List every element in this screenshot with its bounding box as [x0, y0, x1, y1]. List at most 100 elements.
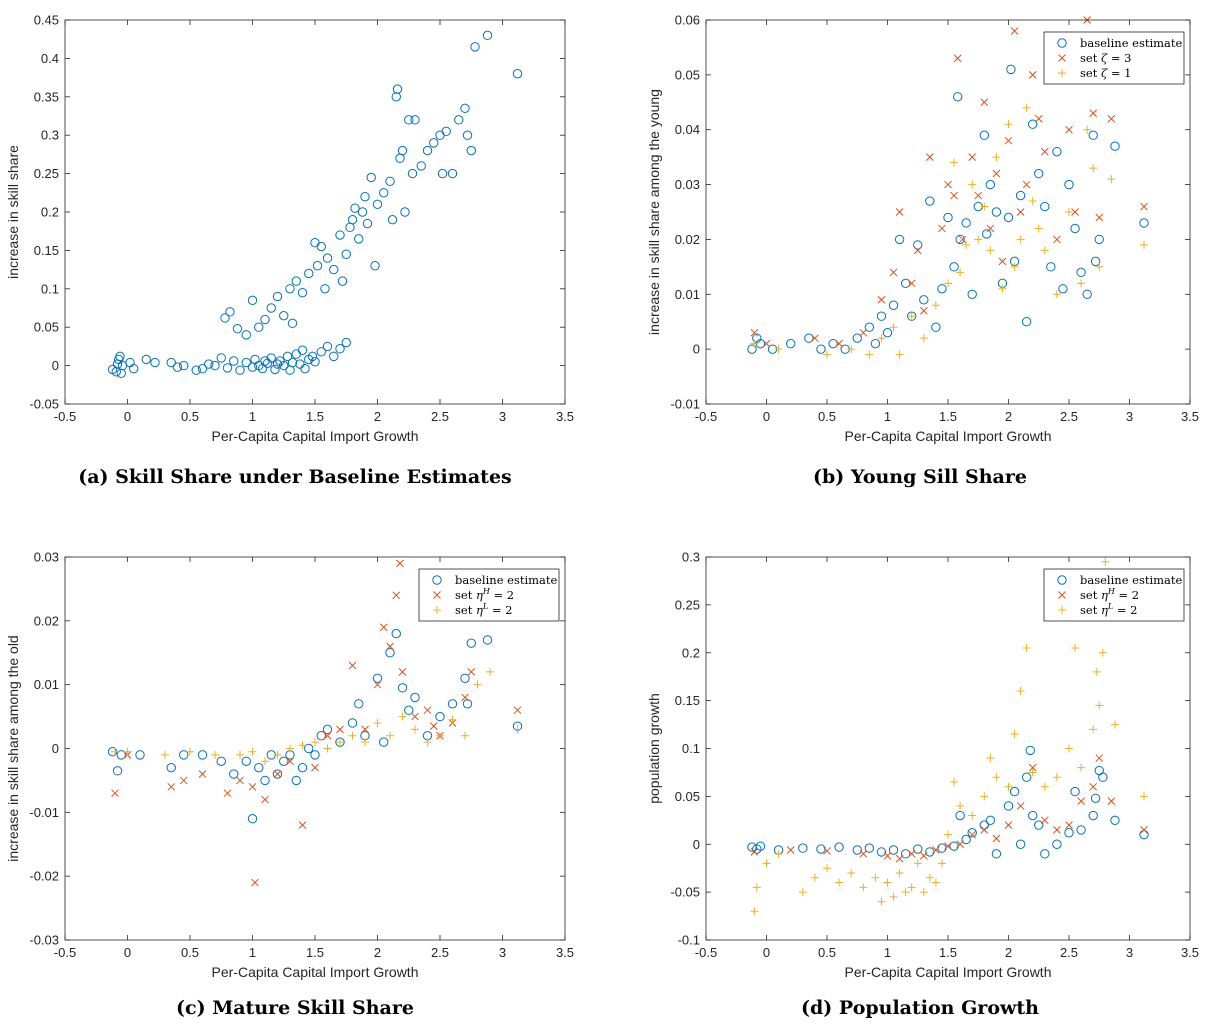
y-tick-label: 0.06 [675, 13, 700, 28]
data-point-series-2 [396, 559, 404, 568]
x-tick-label: -0.5 [54, 409, 76, 424]
data-point-series-2 [298, 821, 307, 829]
data-point-series-3 [907, 883, 916, 892]
data-point-series-1 [247, 295, 258, 306]
data-point-series-3 [1040, 246, 1049, 255]
data-point-series-1 [341, 249, 351, 259]
data-point-series-3 [835, 878, 844, 887]
data-point-series-2 [811, 334, 819, 343]
data-point-series-1 [272, 359, 283, 369]
data-point-series-3 [1052, 290, 1061, 299]
data-point-series-1 [1090, 256, 1101, 267]
data-point-series-2 [1107, 797, 1116, 806]
y-tick-label: -0.05 [670, 885, 700, 900]
data-point-series-1 [404, 705, 414, 715]
data-point-series-2 [1095, 213, 1104, 222]
legend-marker [1057, 575, 1067, 585]
data-point-series-3 [1077, 279, 1086, 288]
data-point-series-1 [270, 364, 280, 375]
plot-d: -0.5 0 0.5 1 1.5 2 2.5 3 3.5 -0.1 -0.05 0 0.05 0.1 0.1… [646, 550, 1199, 981]
data-point-series-1 [335, 230, 345, 240]
data-point-series-1 [482, 635, 493, 645]
data-point-series-3 [950, 158, 959, 167]
data-point-series-1 [961, 834, 971, 845]
data-point-series-1 [1021, 772, 1032, 782]
legend-box [1043, 568, 1185, 622]
y-tick-label: 0.03 [675, 177, 700, 192]
data-point-series-3 [847, 345, 856, 354]
data-point-series-2 [907, 279, 916, 288]
y-tick-label: 0.1 [41, 281, 59, 296]
data-point-series-2 [986, 224, 995, 233]
y-tick-label: 0.04 [675, 122, 700, 137]
data-point-series-3 [1040, 782, 1049, 791]
data-point-series-2 [835, 339, 843, 348]
x-tick-label: 3 [1126, 945, 1133, 960]
data-point-series-3 [913, 859, 922, 868]
data-point-series-1 [864, 322, 875, 332]
data-point-series-3 [1034, 224, 1043, 233]
data-point-series-3 [1028, 197, 1037, 206]
data-points [747, 16, 1149, 359]
data-point-series-1 [967, 289, 977, 299]
data-points [107, 30, 523, 378]
x-tick-label: 3.5 [556, 945, 574, 960]
x-tick-label: 2 [374, 409, 381, 424]
data-point-series-3 [513, 725, 522, 734]
y-tick-label: 0.02 [675, 232, 700, 247]
data-point-series-1 [1040, 201, 1050, 212]
y-tick-label: -0.01 [29, 805, 59, 820]
data-point-series-3 [1052, 773, 1061, 782]
data-point-series-3 [919, 888, 928, 897]
data-point-series-1 [1040, 849, 1050, 859]
data-point-series-3 [1077, 763, 1086, 772]
data-point-series-3 [823, 350, 831, 359]
legend-marker [432, 575, 442, 585]
data-point-series-2 [167, 782, 176, 791]
data-point-series-3 [937, 859, 946, 868]
data-point-series-3 [895, 350, 904, 359]
x-tick-label: 3.5 [556, 409, 574, 424]
data-point-series-1 [1028, 119, 1038, 129]
data-point-series-1 [197, 750, 208, 760]
data-point-series-1 [387, 214, 398, 225]
data-point-series-3 [871, 873, 880, 882]
data-point-series-1 [316, 241, 326, 252]
x-tick-label: 2 [1005, 945, 1012, 960]
data-point-series-1 [357, 207, 368, 217]
data-point-series-1 [372, 673, 383, 683]
data-point-series-2 [1040, 147, 1049, 156]
data-point-series-3 [1065, 744, 1073, 753]
data-point-series-1 [1088, 810, 1098, 821]
data-point-series-1 [1076, 267, 1086, 278]
data-point-series-2 [956, 840, 964, 849]
data-point-series-1 [400, 207, 410, 217]
x-tick-label: 0.5 [181, 945, 199, 960]
data-point-series-2 [311, 763, 319, 772]
data-point-series-2 [750, 848, 759, 856]
data-point-series-1 [888, 300, 899, 310]
y-tick-label: 0 [52, 358, 59, 373]
data-point-series-1 [150, 357, 160, 368]
data-point-series-1 [372, 199, 383, 210]
data-point-series-2 [974, 191, 983, 200]
data-point-series-1 [116, 368, 126, 378]
data-point-series-1 [260, 314, 270, 325]
data-point-series-2 [1016, 208, 1025, 216]
y-tick-label: -0.05 [29, 397, 59, 412]
data-point-series-1 [254, 322, 264, 332]
data-point-series-1 [1052, 146, 1062, 157]
legend-marker [1058, 54, 1066, 62]
data-point-series-1 [316, 731, 326, 741]
data-point-series-1 [1034, 168, 1044, 179]
y-axis-label: increase in skill share among the young [646, 89, 662, 335]
data-point-series-3 [925, 873, 934, 882]
data-point-series-1 [112, 766, 123, 776]
y-tick-label: 0.35 [34, 89, 59, 104]
data-point-series-2 [907, 849, 916, 858]
data-point-series-1 [216, 756, 226, 766]
data-point-series-1 [1090, 793, 1101, 803]
y-tick-label: 0.01 [675, 287, 700, 302]
data-point-series-1 [991, 207, 1002, 217]
